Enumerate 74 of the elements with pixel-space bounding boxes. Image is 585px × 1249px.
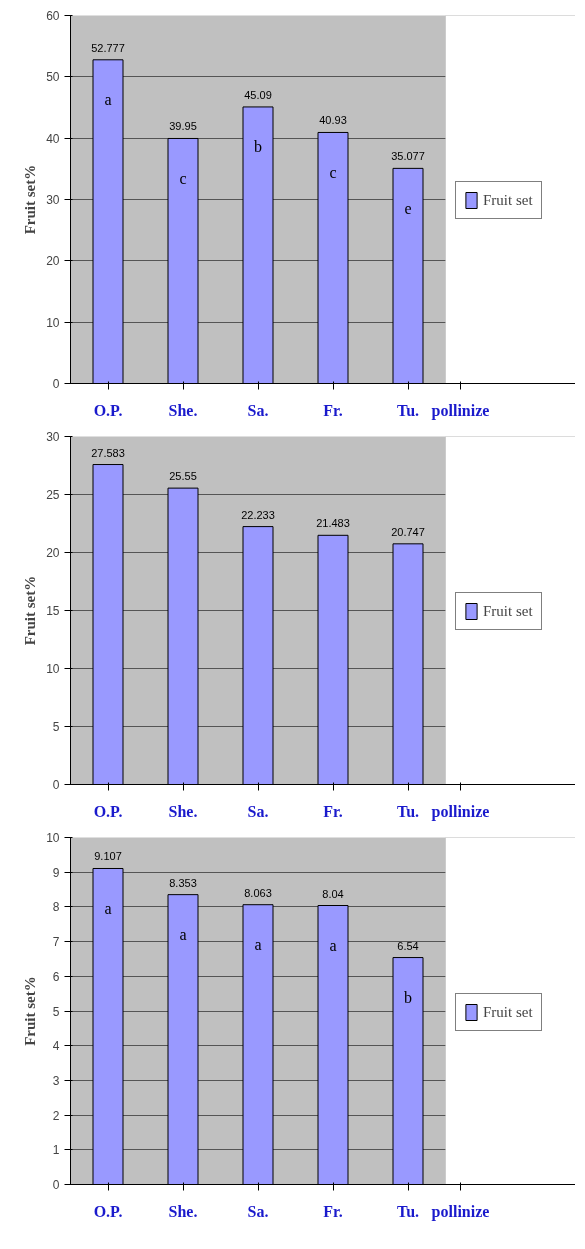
data-label: 8.353 bbox=[169, 876, 197, 889]
x-tick-label: She. bbox=[168, 802, 198, 820]
x-axis-title: pollinize bbox=[431, 1202, 490, 1221]
data-label: 27.583 bbox=[91, 446, 125, 459]
y-tick-label: 2 bbox=[52, 1108, 60, 1123]
x-tick-label: Tu. bbox=[396, 401, 420, 419]
y-tick-label: 25 bbox=[46, 488, 60, 502]
y-tick-label: 7 bbox=[52, 935, 60, 950]
annotation: a bbox=[254, 936, 262, 954]
y-tick-label: 0 bbox=[52, 1178, 60, 1192]
annotation: a bbox=[104, 899, 112, 917]
data-label: 35.077 bbox=[391, 150, 425, 163]
y-tick-label: 40 bbox=[46, 131, 60, 146]
x-tick-label: Tu. bbox=[396, 1202, 420, 1220]
y-tick-label: 8 bbox=[52, 900, 60, 915]
x-tick-label: O.P. bbox=[93, 802, 123, 820]
y-tick-label: 30 bbox=[46, 193, 60, 207]
y-tick-label: 15 bbox=[46, 604, 60, 618]
x-tick-label: She. bbox=[168, 401, 198, 419]
annotation: a bbox=[104, 91, 112, 109]
x-tick-label: O.P. bbox=[93, 1202, 123, 1220]
x-axis-title: pollinize bbox=[431, 401, 490, 420]
annotation: b bbox=[404, 989, 412, 1007]
annotation: b bbox=[254, 138, 262, 156]
legend-label: Fruit set bbox=[483, 1003, 533, 1021]
data-label: 22.233 bbox=[241, 508, 275, 521]
y-tick-label: 30 bbox=[46, 430, 60, 444]
x-tick-label: Fr. bbox=[323, 802, 343, 820]
y-tick-label: 60 bbox=[46, 9, 60, 23]
data-label: 8.063 bbox=[244, 886, 272, 899]
y-axis-title: Fruit set% bbox=[22, 575, 39, 646]
data-label: 45.09 bbox=[244, 88, 272, 101]
data-label: 40.93 bbox=[319, 114, 347, 127]
annotation: c bbox=[179, 169, 187, 187]
y-tick-label: 5 bbox=[52, 1004, 60, 1019]
y-tick-label: 5 bbox=[52, 720, 60, 734]
x-tick-label: Sa. bbox=[247, 401, 269, 419]
data-label: 52.777 bbox=[91, 41, 125, 54]
annotation: a bbox=[179, 926, 187, 944]
y-tick-label: 10 bbox=[46, 662, 60, 676]
x-tick-label: Fr. bbox=[323, 1202, 343, 1220]
y-tick-label: 6 bbox=[52, 969, 60, 984]
x-tick-label: Tu. bbox=[396, 802, 420, 820]
x-axis-title: pollinize bbox=[431, 802, 490, 821]
y-tick-label: 10 bbox=[46, 315, 60, 330]
annotation: e bbox=[404, 199, 412, 217]
y-tick-label: 4 bbox=[52, 1039, 60, 1054]
y-tick-label: 1 bbox=[52, 1143, 60, 1158]
annotation: c bbox=[329, 163, 337, 181]
x-tick-label: Sa. bbox=[247, 1202, 269, 1220]
y-axis-title: Fruit set% bbox=[22, 976, 39, 1046]
data-label: 21.483 bbox=[316, 517, 350, 530]
y-tick-label: 50 bbox=[46, 70, 60, 85]
x-tick-label: She. bbox=[168, 1202, 198, 1220]
y-tick-label: 3 bbox=[52, 1073, 60, 1088]
x-tick-label: O.P. bbox=[93, 401, 123, 419]
data-label: 9.107 bbox=[94, 850, 122, 863]
annotation: a bbox=[329, 937, 337, 955]
y-tick-label: 20 bbox=[46, 254, 60, 269]
data-label: 8.04 bbox=[322, 887, 344, 900]
data-label: 6.54 bbox=[397, 939, 419, 952]
y-tick-label: 10 bbox=[46, 831, 60, 845]
x-tick-label: Sa. bbox=[247, 802, 269, 820]
data-label: 25.55 bbox=[169, 470, 197, 483]
data-label: 20.747 bbox=[391, 525, 425, 538]
y-axis-title: Fruit set% bbox=[22, 164, 39, 235]
y-tick-label: 9 bbox=[52, 865, 60, 880]
y-tick-label: 0 bbox=[52, 377, 60, 391]
y-tick-label: 20 bbox=[46, 546, 60, 560]
legend-label: Fruit set bbox=[483, 191, 533, 209]
legend-label: Fruit set bbox=[483, 602, 533, 620]
data-label: 39.95 bbox=[169, 120, 197, 133]
x-tick-label: Fr. bbox=[323, 401, 343, 419]
y-tick-label: 0 bbox=[52, 778, 60, 792]
